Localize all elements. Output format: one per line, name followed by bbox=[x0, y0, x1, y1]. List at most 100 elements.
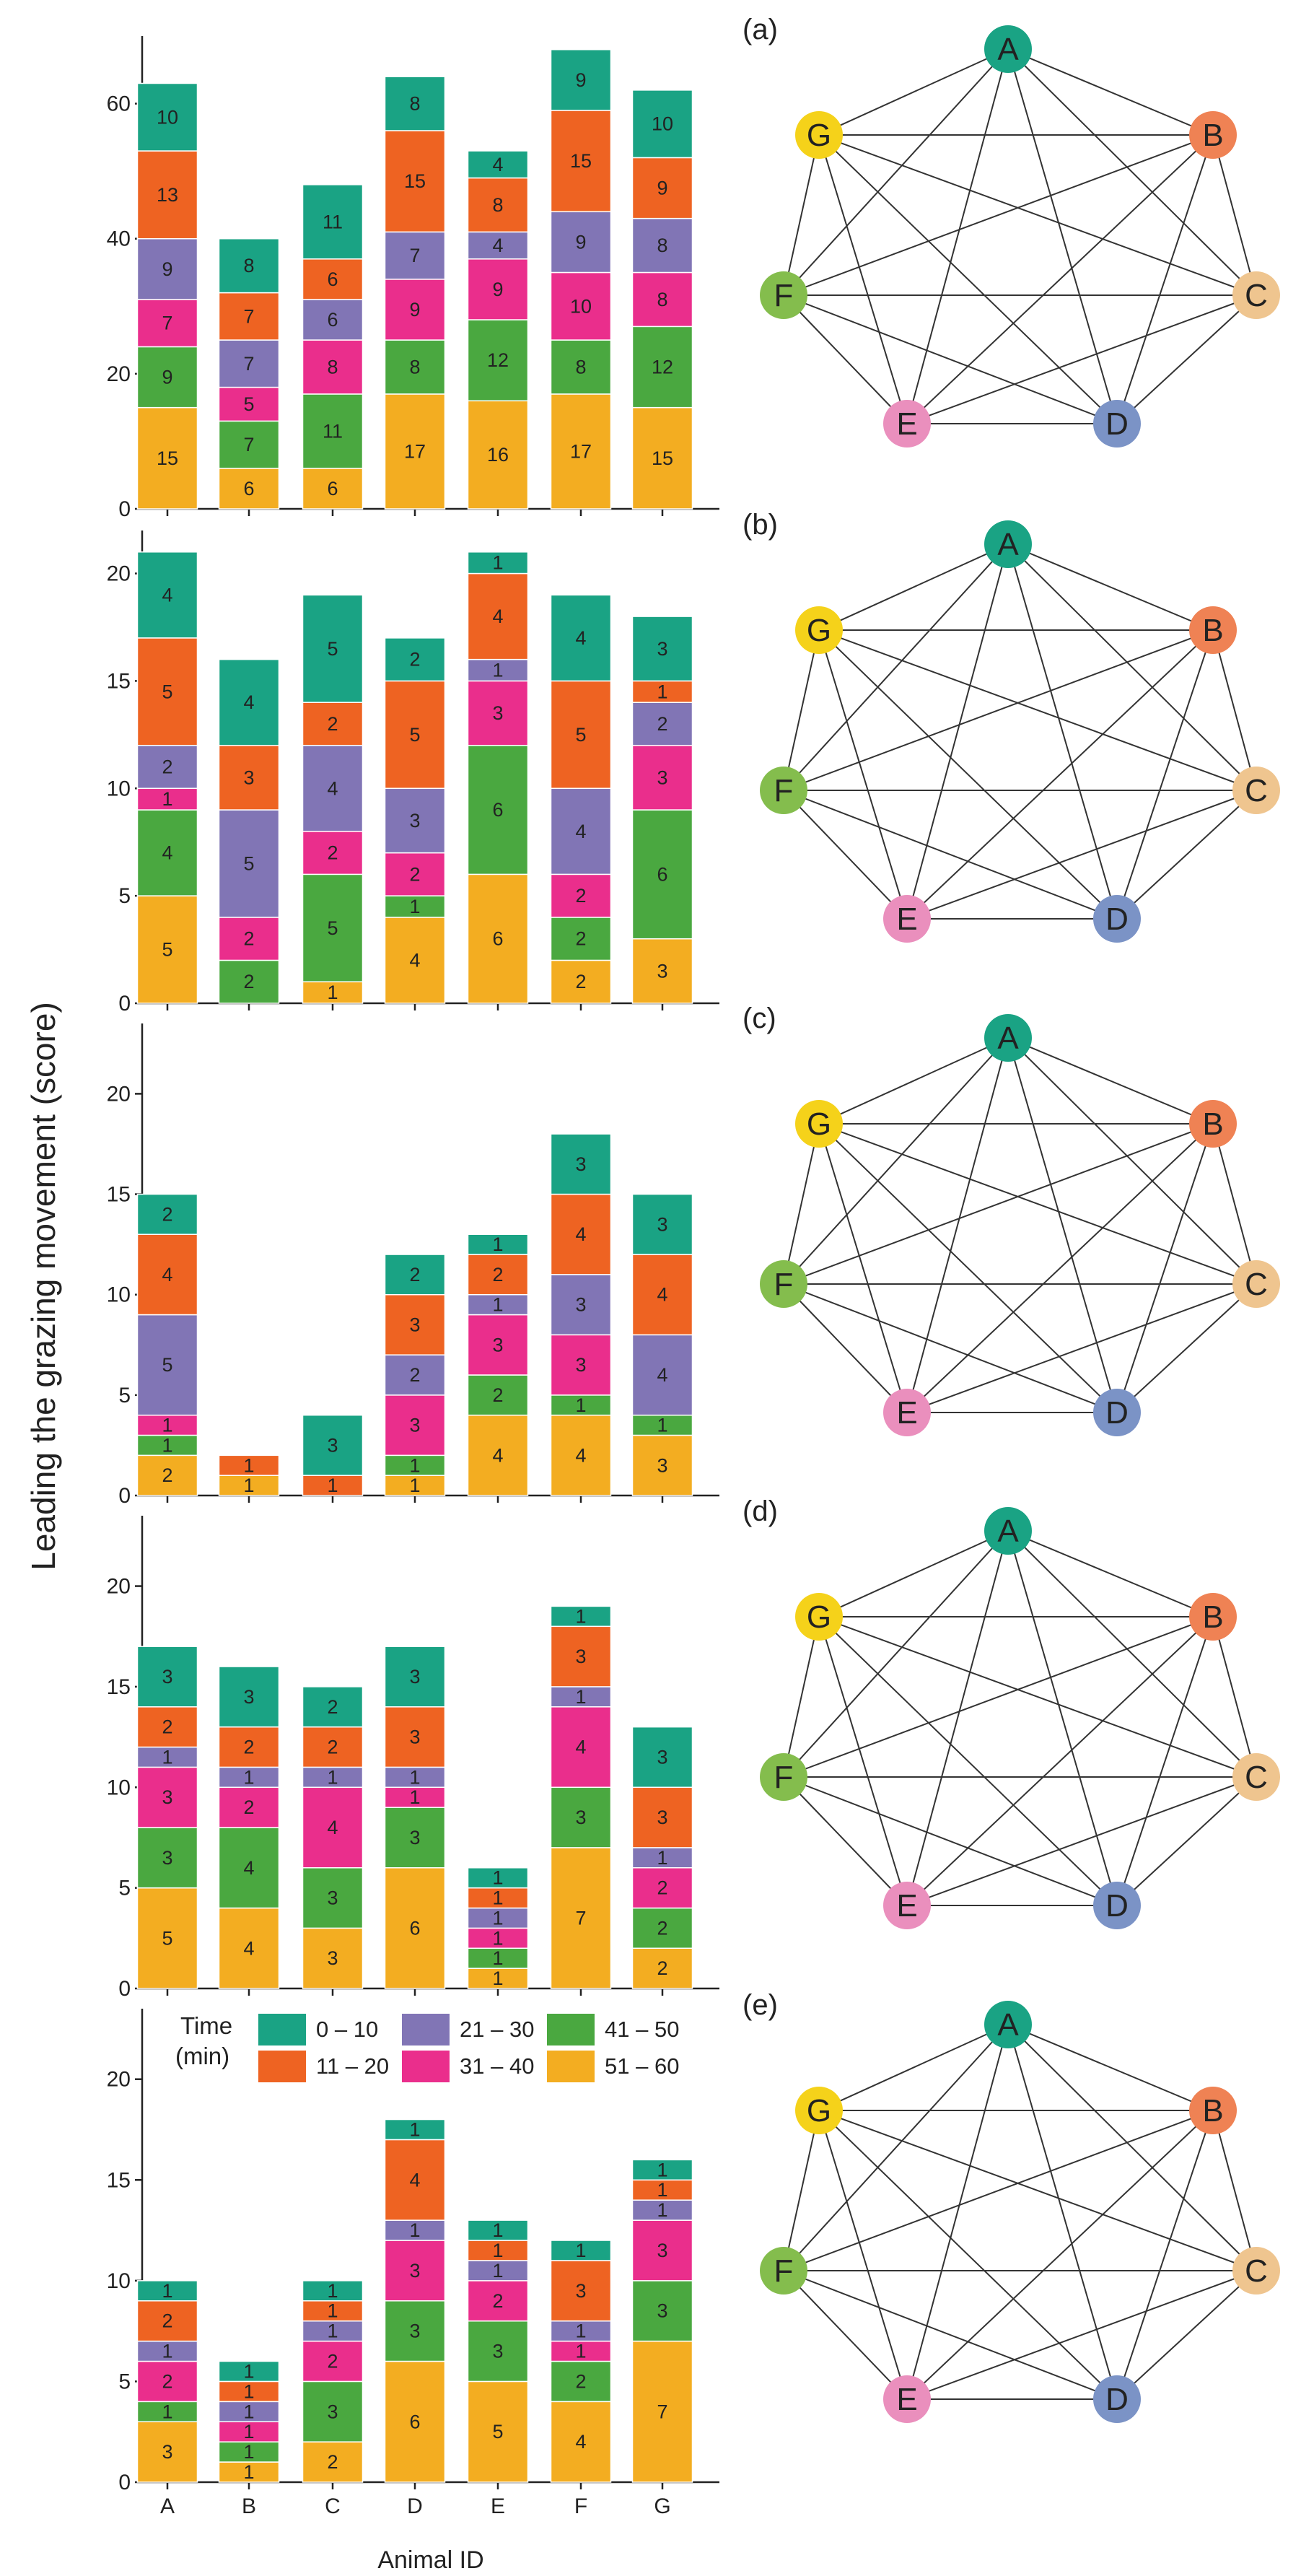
y-tick-label: 20 bbox=[107, 562, 131, 586]
bar-value-label: 8 bbox=[409, 357, 420, 378]
network-edge bbox=[783, 294, 1118, 424]
bar-segment bbox=[631, 1254, 693, 1336]
node-label: A bbox=[997, 2007, 1019, 2043]
bar-segment bbox=[136, 2401, 198, 2423]
bar-segment bbox=[550, 787, 612, 876]
bar-segment bbox=[302, 2300, 364, 2322]
bar-segment bbox=[467, 2260, 529, 2282]
bar-value-label: 1 bbox=[327, 2300, 338, 2322]
bar-segment bbox=[384, 895, 446, 918]
bar-segment bbox=[631, 326, 693, 409]
bar-value-label: 4 bbox=[575, 1223, 586, 1245]
bar-value-label: 2 bbox=[575, 885, 586, 907]
network-node bbox=[984, 1014, 1032, 1062]
y-tick-label: 15 bbox=[107, 2168, 131, 2192]
bar-segment bbox=[550, 1193, 612, 1275]
legend-label: 41 – 50 bbox=[605, 2017, 679, 2042]
bar-value-label: 1 bbox=[575, 2320, 586, 2342]
bar-value-label: 1 bbox=[657, 2159, 667, 2180]
bar-segment bbox=[302, 1726, 364, 1768]
bar-value-label: 4 bbox=[327, 1817, 338, 1838]
bar-value-label: 1 bbox=[409, 1475, 420, 1496]
bar-segment bbox=[550, 2360, 612, 2403]
network-edge bbox=[1212, 1123, 1257, 1285]
network-node bbox=[883, 1389, 931, 1436]
bar-value-label: 5 bbox=[575, 724, 586, 746]
bar-value-label: 1 bbox=[492, 2240, 503, 2261]
network-edge bbox=[818, 1123, 908, 1413]
bar-value-label: 3 bbox=[243, 1686, 254, 1708]
network-node bbox=[760, 1753, 807, 1801]
network-edge bbox=[818, 1123, 1118, 1413]
network-edge bbox=[818, 48, 1009, 136]
bar-segment bbox=[136, 551, 198, 639]
bar-value-label: 9 bbox=[575, 69, 586, 91]
network-edge bbox=[1116, 1123, 1214, 1413]
bar-value-label: 2 bbox=[657, 1877, 667, 1899]
bar-value-label: 1 bbox=[243, 2380, 254, 2402]
bar-segment bbox=[631, 2199, 693, 2221]
bar-value-label: 15 bbox=[570, 150, 592, 172]
network-node bbox=[1232, 767, 1280, 814]
bar-segment bbox=[218, 2441, 280, 2463]
bar-value-label: 6 bbox=[492, 799, 503, 821]
bar-segment bbox=[136, 2340, 198, 2362]
bar-value-label: 1 bbox=[327, 982, 338, 1003]
bar-segment bbox=[384, 1646, 446, 1708]
node-label: D bbox=[1105, 901, 1129, 937]
network-edge bbox=[1116, 790, 1257, 920]
bar-segment bbox=[384, 130, 446, 233]
bar-value-label: 17 bbox=[570, 440, 592, 462]
bar-value-label: 3 bbox=[492, 1334, 503, 1355]
network-edge bbox=[1007, 2024, 1214, 2111]
panel-tag: (c) bbox=[743, 1003, 776, 1034]
bar-value-label: 1 bbox=[492, 1968, 503, 1989]
bar-segment bbox=[631, 744, 693, 811]
bar-segment bbox=[136, 150, 198, 240]
network-panel-e: (e) A B C D E F G bbox=[743, 1989, 1280, 2423]
bar-segment bbox=[467, 1314, 529, 1376]
bar-value-label: 2 bbox=[243, 1737, 254, 1758]
bar-value-label: 3 bbox=[657, 638, 667, 660]
bar-value-label: 6 bbox=[327, 309, 338, 331]
network-node bbox=[760, 2247, 807, 2295]
node-label: C bbox=[1245, 2253, 1268, 2289]
bar-segment bbox=[467, 744, 529, 876]
network-edge bbox=[818, 134, 1118, 424]
bar-value-label: 2 bbox=[162, 2310, 172, 2332]
bar-value-label: 2 bbox=[162, 2370, 172, 2392]
y-tick-label: 60 bbox=[107, 92, 131, 116]
network-edge bbox=[783, 790, 1118, 920]
bar-segment bbox=[467, 177, 529, 233]
bar-segment bbox=[384, 2118, 446, 2141]
legend-label: 51 – 60 bbox=[605, 2053, 679, 2079]
bar-value-label: 2 bbox=[327, 1696, 338, 1718]
network-edge bbox=[783, 1037, 1009, 1285]
network-edge bbox=[783, 629, 820, 791]
bar-value-label: 3 bbox=[327, 2401, 338, 2422]
chart-panel-a: 0 20 40 60 15 9 7 9 13 10 6 7 5 7 7 8 6 11 8 6 6 11 17 8 9 7 15 8 16… bbox=[107, 36, 719, 521]
bar-value-label: 3 bbox=[162, 1847, 172, 1869]
bar-segment bbox=[467, 150, 529, 179]
bar-segment bbox=[384, 2360, 446, 2483]
bar-value-label: 1 bbox=[243, 2461, 254, 2483]
bar-segment bbox=[550, 1786, 612, 1848]
y-tick-label: 0 bbox=[118, 2471, 131, 2494]
bar-segment bbox=[467, 400, 529, 510]
bar-segment bbox=[384, 2139, 446, 2221]
node-label: D bbox=[1105, 406, 1129, 442]
bar-value-label: 12 bbox=[652, 357, 673, 378]
bar-value-label: 3 bbox=[657, 1213, 667, 1235]
bar-value-label: 2 bbox=[243, 971, 254, 992]
bar-value-label: 9 bbox=[492, 279, 503, 300]
x-tick-label: C bbox=[325, 2494, 341, 2518]
bar-value-label: 8 bbox=[327, 357, 338, 378]
bar-value-label: 6 bbox=[327, 268, 338, 290]
legend-label: 11 – 20 bbox=[316, 2053, 389, 2079]
network-node bbox=[1232, 1260, 1280, 1308]
bar-segment bbox=[550, 2340, 612, 2362]
bar-value-label: 5 bbox=[492, 2421, 503, 2442]
bar-value-label: 4 bbox=[243, 691, 254, 713]
network-edge bbox=[783, 2270, 908, 2400]
bar-segment bbox=[550, 1686, 612, 1708]
